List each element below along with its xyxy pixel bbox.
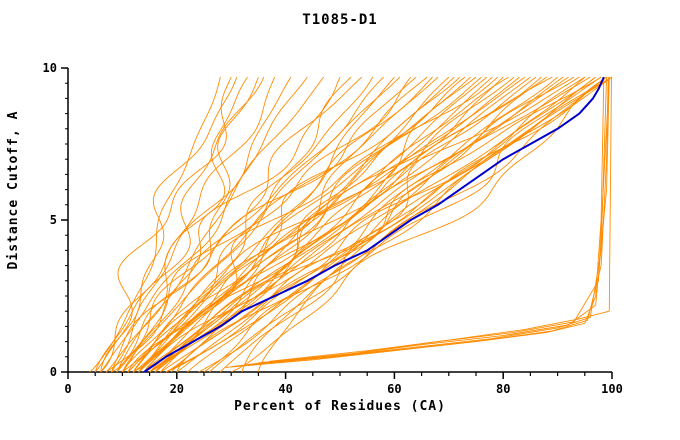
model-curve — [165, 76, 596, 373]
model-curve — [257, 76, 613, 373]
model-curve — [132, 76, 509, 373]
x-tick-label: 100 — [601, 382, 623, 396]
model-curve — [187, 76, 596, 373]
x-tick-label: 80 — [496, 382, 510, 396]
y-tick-label: 0 — [50, 365, 57, 379]
model-curve — [231, 76, 607, 373]
model-curve — [198, 76, 607, 373]
model-curve — [122, 76, 352, 373]
y-tick-label: 5 — [50, 213, 57, 227]
model-curve — [122, 76, 488, 373]
model-curve — [143, 76, 580, 373]
model-curve — [94, 76, 265, 373]
model-curve — [138, 76, 412, 373]
low-cutoff-model-curve — [231, 77, 609, 367]
model-curve — [203, 76, 602, 373]
x-tick-label: 20 — [170, 382, 184, 396]
model-curve — [133, 76, 395, 373]
model-curve — [116, 76, 417, 373]
model-curve — [100, 76, 248, 373]
x-tick-label: 40 — [278, 382, 292, 396]
model-curve — [100, 76, 238, 373]
x-tick-label: 60 — [387, 382, 401, 396]
model-curve — [154, 76, 591, 373]
plot-layer: 0 20 40 60 80 100 0 5 10 — [43, 61, 623, 396]
x-tick-label: 0 — [64, 382, 71, 396]
highlight-curve — [143, 76, 605, 373]
low-cutoff-model-curve — [258, 77, 610, 364]
model-curve — [160, 76, 520, 373]
model-curve — [111, 76, 259, 373]
model-curve — [122, 76, 439, 373]
y-tick-label: 10 — [43, 61, 57, 75]
y-axis-label: Distance Cutoff, A — [6, 111, 21, 270]
model-curve — [154, 76, 547, 373]
model-curve — [111, 76, 363, 373]
model-curve — [127, 76, 374, 373]
model-curve — [132, 76, 477, 373]
model-curve — [138, 76, 526, 373]
low-cutoff-model-curve — [269, 77, 612, 362]
model-curve — [100, 76, 308, 373]
model-curve — [132, 76, 553, 373]
x-axis-label: Percent of Residues (CA) — [234, 399, 446, 414]
model-curve — [105, 76, 276, 373]
model-curve — [133, 76, 450, 373]
chart-title: T1085-D1 — [302, 12, 377, 28]
model-curve — [176, 76, 602, 373]
model-curve — [121, 76, 401, 373]
model-curve — [160, 76, 558, 373]
model-curve — [89, 77, 221, 373]
model-curve — [209, 76, 613, 373]
low-cutoff-model-curve — [225, 77, 605, 368]
model-curve — [165, 76, 586, 373]
model-curve — [116, 76, 325, 373]
model-curve — [138, 76, 466, 373]
